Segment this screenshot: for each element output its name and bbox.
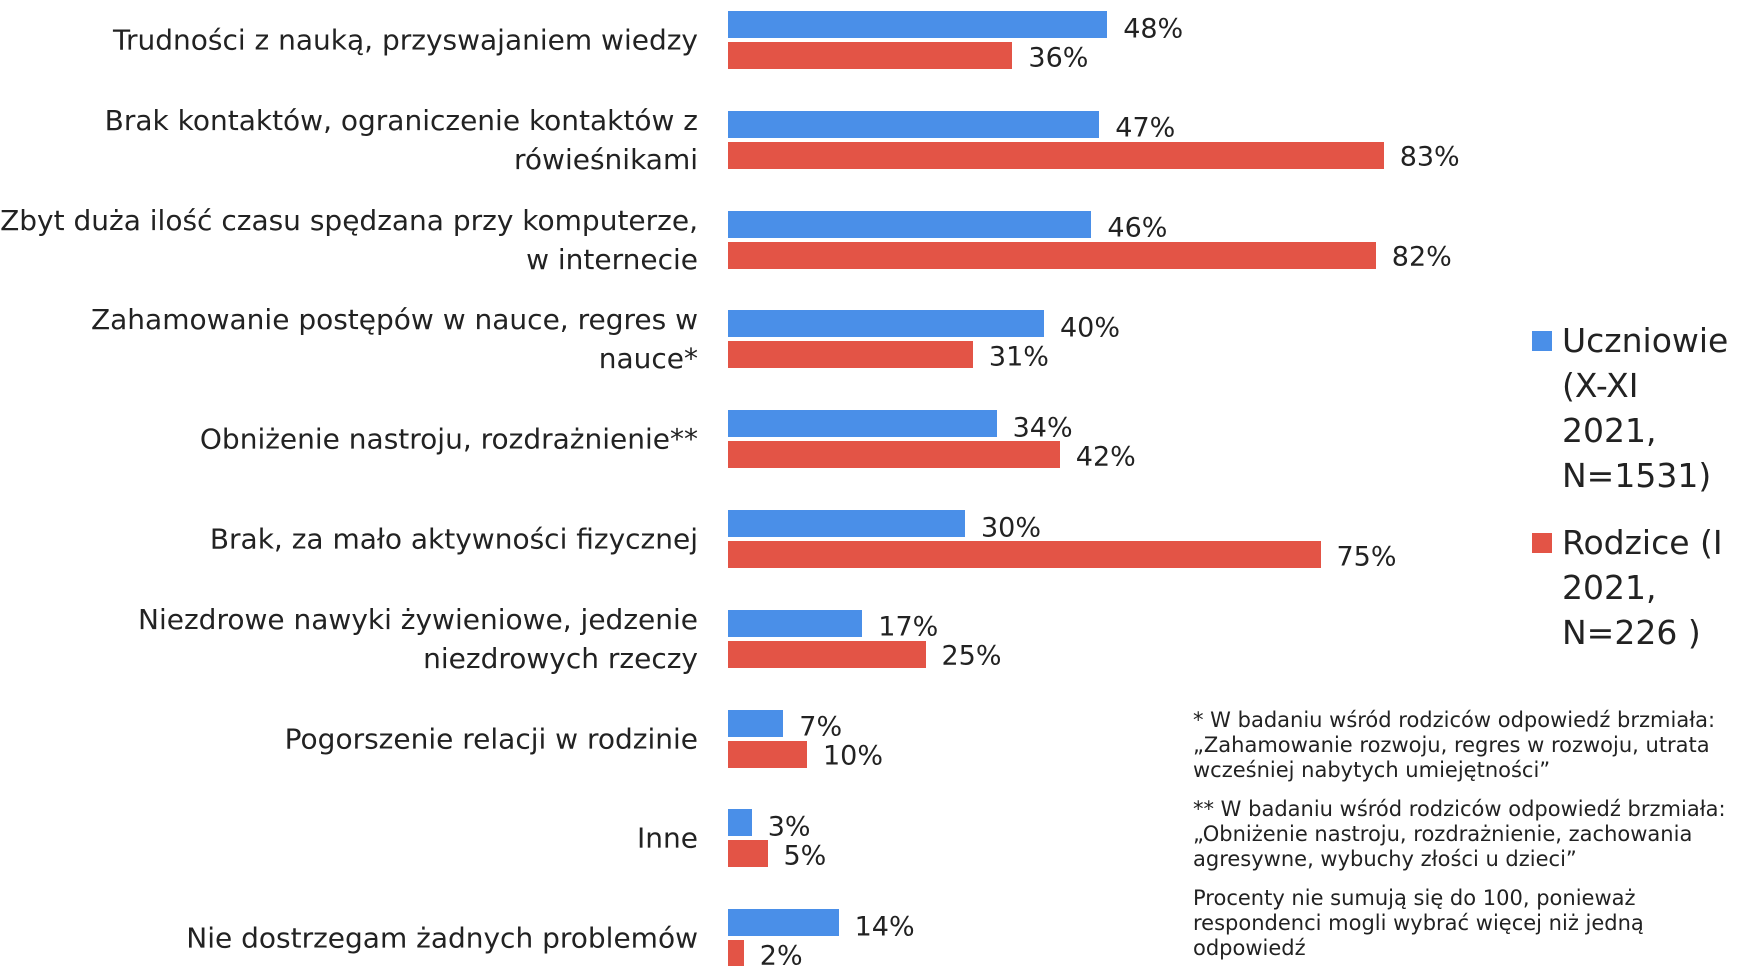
bar: [728, 940, 744, 966]
bar: [728, 241, 1376, 269]
value-label: 83%: [1399, 141, 1460, 173]
category-label: Obniżenie nastroju, rozdrażnienie**: [199, 422, 698, 456]
value-label: 14%: [854, 911, 915, 943]
category-label: Zbyt duża ilość czasu spędzana przy komp…: [0, 203, 698, 276]
bar: [728, 310, 1044, 338]
value-label: 3%: [767, 811, 811, 843]
legend-swatch: [1532, 533, 1552, 553]
bar: [728, 541, 1321, 568]
value-label: 30%: [981, 512, 1042, 543]
value-label: 25%: [941, 640, 1002, 672]
category-label: Niezdrowe nawyki żywieniowe, jedzenie ni…: [138, 602, 698, 675]
category-label: Inne: [637, 821, 698, 855]
value-label: 7%: [799, 711, 843, 743]
value-label: 46%: [1107, 212, 1168, 244]
bar: [728, 909, 839, 937]
value-label: 10%: [823, 740, 884, 772]
value-label: 42%: [1075, 441, 1136, 473]
value-label: 82%: [1391, 241, 1452, 273]
bar: [728, 709, 784, 737]
value-label: 36%: [1028, 42, 1089, 73]
category-label: Brak, za mało aktywności fizycznej: [209, 522, 698, 556]
bar: [728, 740, 807, 768]
bar: [728, 341, 973, 369]
footnote: * W badaniu wśród rodziców odpowiedź brz…: [1193, 708, 1716, 782]
bar: [728, 809, 752, 837]
bar: [728, 42, 1013, 69]
value-label: 75%: [1336, 541, 1397, 572]
footnote: ** W badaniu wśród rodziców odpowiedź br…: [1193, 797, 1726, 871]
bar: [728, 11, 1108, 38]
footnote: Procenty nie sumują się do 100, ponieważ…: [1193, 886, 1644, 960]
value-label: 40%: [1060, 312, 1121, 344]
legend-entry: Uczniowie (X-XI 2021, N=1531): [1532, 318, 1732, 498]
legend-swatch: [1532, 331, 1552, 351]
category-label: Brak kontaktów, ograniczenie kontaktów z…: [104, 103, 698, 176]
value-label: 5%: [783, 840, 827, 872]
bar: [728, 141, 1384, 169]
notes: * W badaniu wśród rodziców odpowiedź brz…: [1193, 708, 1744, 966]
value-label: 47%: [1115, 112, 1176, 144]
value-label: 48%: [1123, 13, 1184, 44]
legend: Uczniowie (X-XI 2021, N=1531) Rodzice (I …: [1532, 318, 1732, 677]
bar: [728, 110, 1100, 138]
value-label: 34%: [1012, 412, 1073, 444]
bar: [728, 210, 1092, 238]
category-label: Pogorszenie relacji w rodzinie: [284, 722, 698, 756]
category-label: Nie dostrzegam żadnych problemów: [186, 921, 698, 955]
value-label: 31%: [988, 341, 1049, 373]
legend-label: Rodzice (I 2021, N=226 ): [1562, 523, 1723, 652]
bar: [728, 609, 863, 637]
legend-entry: Rodzice (I 2021, N=226 ): [1532, 520, 1732, 655]
bar: [728, 410, 997, 438]
bar: [728, 441, 1060, 469]
category-label: Zahamowanie postępów w nauce, regres w n…: [90, 303, 698, 376]
category-label: Trudności z nauką, przyswajaniem wiedzy: [113, 23, 698, 57]
value-label: 2%: [759, 940, 803, 966]
legend-label: Uczniowie (X-XI 2021, N=1531): [1562, 321, 1729, 495]
bar: [728, 640, 926, 668]
bar: [728, 840, 768, 868]
bar: [728, 510, 965, 537]
value-label: 17%: [878, 611, 939, 643]
